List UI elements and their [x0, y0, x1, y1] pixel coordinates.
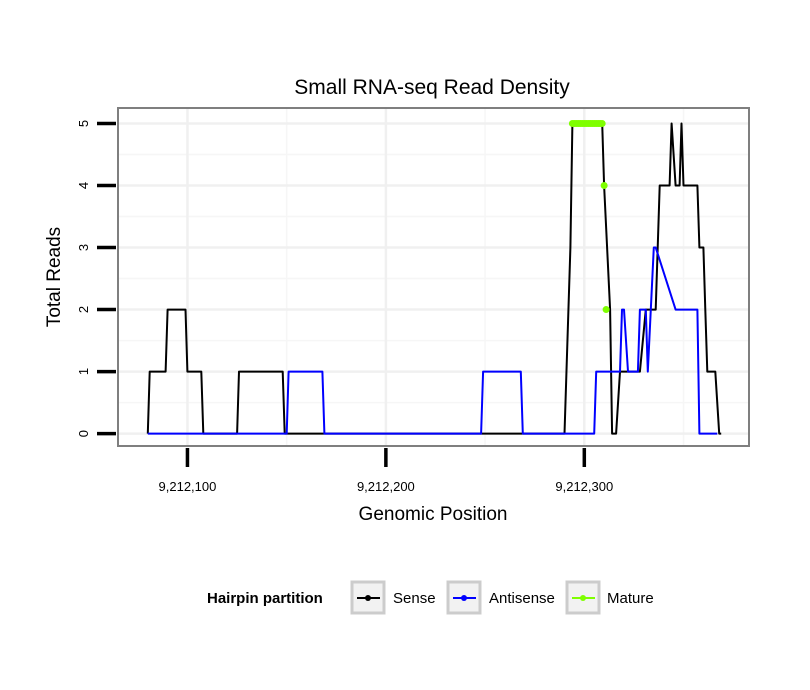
- legend-item-sense: Sense: [350, 580, 436, 615]
- y-tick-label: 2: [76, 306, 91, 313]
- legend-point-mature: [580, 595, 586, 601]
- legend-title: Hairpin partition: [207, 590, 323, 607]
- plot-border: [117, 107, 750, 447]
- x-tick-label: 9,212,200: [357, 479, 415, 494]
- y-tick-label: 1: [76, 368, 91, 375]
- chart-title: Small RNA-seq Read Density: [294, 76, 570, 99]
- legend-label-sense: Sense: [393, 590, 436, 607]
- x-axis: 9,212,100 9,212,200 9,212,300: [159, 448, 613, 494]
- series-layer: [146, 120, 722, 435]
- legend-point-sense: [365, 595, 371, 601]
- legend-label-mature: Mature: [607, 590, 654, 607]
- mature-point: [598, 120, 606, 128]
- x-tick-label: 9,212,300: [555, 479, 613, 494]
- y-tick-label: 0: [76, 430, 91, 437]
- series-line-antisense: [147, 246, 718, 435]
- plot-panel: [118, 108, 749, 446]
- mature-point: [600, 182, 608, 190]
- grid-major: [118, 108, 749, 446]
- grid-minor: [118, 108, 749, 446]
- y-axis: 0 1 2 3 4 5: [76, 120, 116, 437]
- y-tick-label: 3: [76, 244, 91, 251]
- legend-label-antisense: Antisense: [489, 590, 555, 607]
- y-tick-label: 4: [76, 182, 91, 189]
- mature-point: [602, 306, 610, 314]
- legend: Hairpin partition Sense Antisense Mature: [207, 580, 654, 615]
- legend-item-mature: Mature: [565, 580, 654, 615]
- y-tick-label: 5: [76, 120, 91, 127]
- x-tick-label: 9,212,100: [159, 479, 217, 494]
- x-axis-label: Genomic Position: [359, 504, 508, 525]
- y-axis-label: Total Reads: [44, 227, 65, 327]
- legend-point-antisense: [461, 595, 467, 601]
- legend-item-antisense: Antisense: [446, 580, 555, 615]
